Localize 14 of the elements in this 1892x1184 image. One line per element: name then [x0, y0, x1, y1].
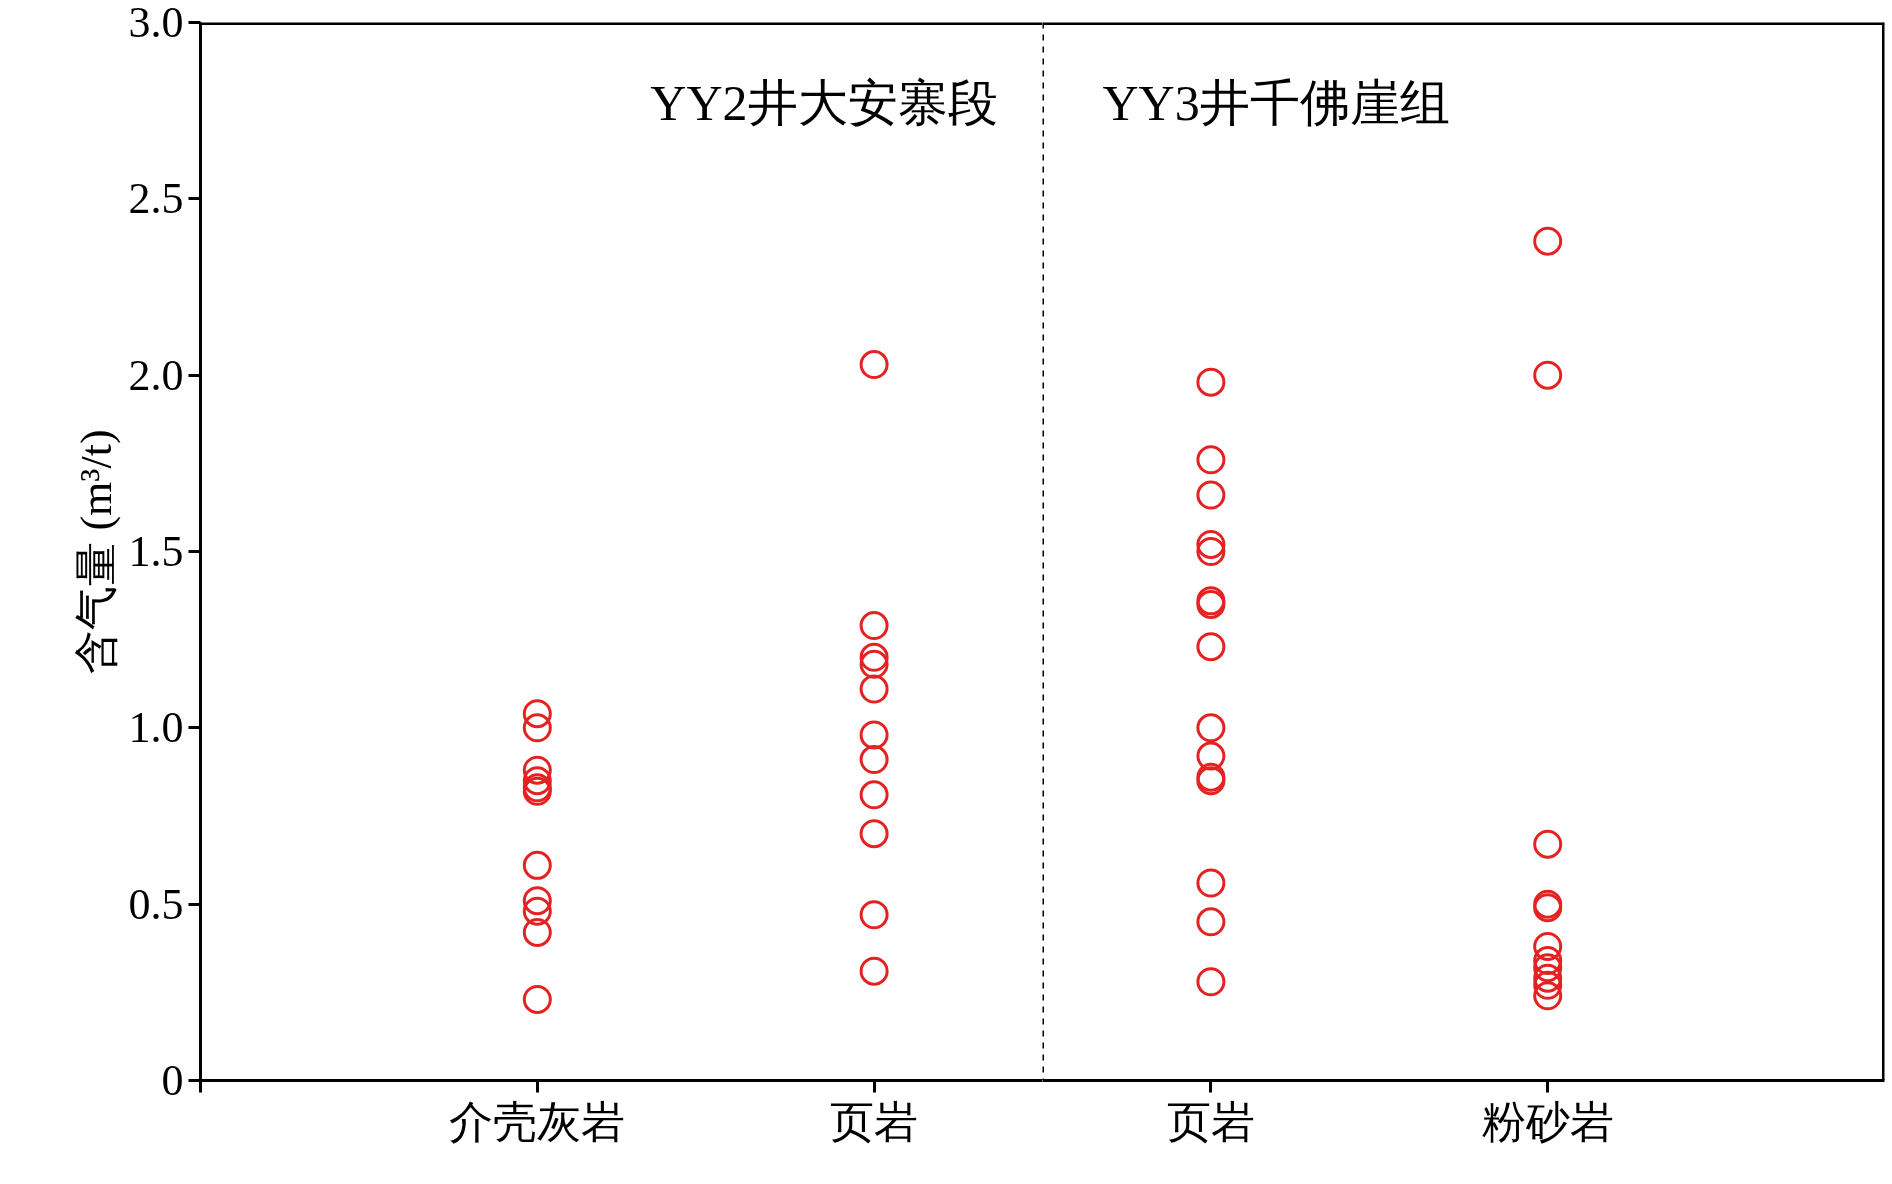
x-tick-label: 粉砂岩 [1481, 1097, 1614, 1147]
annotation: YY2井大安寨段 [650, 74, 998, 131]
y-tick-label: 0 [161, 1056, 184, 1105]
x-tick-label: 介壳灰岩 [449, 1097, 626, 1147]
y-tick-label: 1.5 [128, 527, 184, 576]
y-tick-label: 0.5 [128, 879, 184, 929]
y-axis-title: 含气量 (m³/t) [71, 429, 121, 674]
y-tick-label: 2.5 [128, 174, 184, 224]
y-tick-label: 3.0 [128, 0, 184, 47]
x-tick-label: 页岩 [1166, 1097, 1255, 1147]
y-tick-label: 2.0 [128, 350, 184, 400]
x-tick-label: 页岩 [830, 1097, 919, 1147]
annotation: YY3井千佛崖组 [1102, 74, 1450, 131]
y-tick-label: 1.0 [128, 703, 184, 753]
